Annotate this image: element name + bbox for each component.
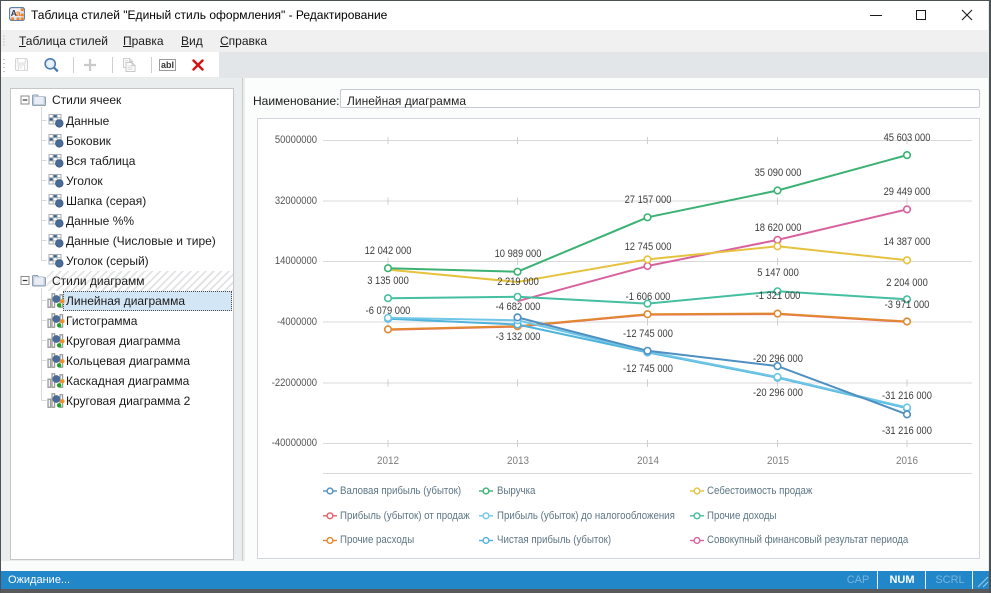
svg-text:a: a (16, 8, 21, 18)
svg-text:A: A (11, 8, 17, 18)
